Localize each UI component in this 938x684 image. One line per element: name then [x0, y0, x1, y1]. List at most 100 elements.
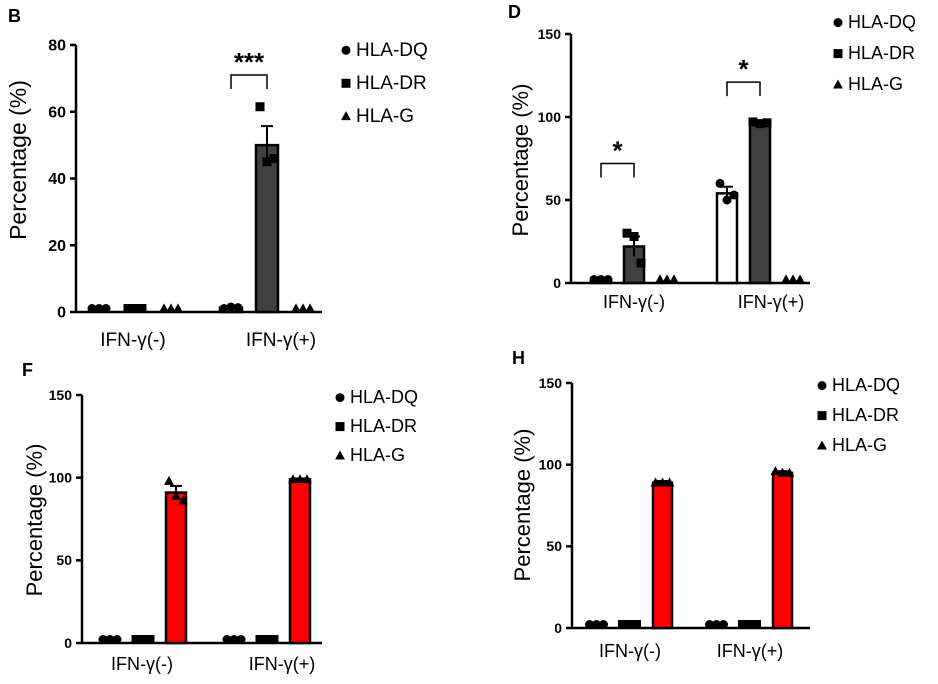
- data-point-hla-dr: [255, 102, 265, 112]
- y-tick-label: 40: [48, 171, 66, 188]
- panel-label: F: [22, 360, 33, 380]
- bar-hla-g: [651, 481, 674, 630]
- y-tick-label: 100: [539, 457, 563, 473]
- data-point-hla-dr: [745, 620, 754, 629]
- data-point-hla-g: [657, 477, 668, 487]
- legend-marker-hla-dq: [341, 45, 351, 55]
- data-point-hla-g: [669, 274, 679, 284]
- legend-marker-hla-dq: [833, 18, 843, 28]
- data-point-hla-dr: [762, 118, 772, 128]
- data-point-hla-dr: [755, 119, 765, 129]
- data-point-hla-dr: [262, 635, 272, 644]
- data-point-hla-dr: [131, 635, 141, 644]
- data-point-hla-g: [770, 466, 781, 476]
- data-point-hla-g: [777, 467, 788, 477]
- legend-marker-hla-g: [817, 440, 827, 450]
- y-tick-label: 50: [545, 192, 561, 208]
- y-axis-label: Percentage (%): [5, 80, 31, 240]
- data-point-hla-dq: [705, 620, 714, 629]
- legend-marker-hla-dr: [817, 411, 827, 421]
- y-tick-label: 20: [48, 238, 66, 255]
- bar-hla-g: [771, 471, 794, 630]
- significance-label: ***: [234, 47, 265, 77]
- data-point-hla-g: [655, 274, 665, 284]
- legend-marker-hla-g: [341, 111, 351, 121]
- data-point-hla-dr: [632, 620, 641, 629]
- legend-label: HLA-DR: [356, 73, 427, 94]
- data-point-hla-dq: [101, 304, 111, 313]
- legend-label: HLA-DR: [848, 43, 915, 63]
- legend-label: HLA-G: [350, 445, 405, 465]
- data-point-hla-g: [178, 495, 188, 505]
- data-point-hla-dr: [145, 635, 155, 644]
- data-point-hla-dr: [629, 232, 639, 242]
- y-axis-label: Percentage (%): [508, 84, 533, 237]
- panel-label: B: [8, 6, 21, 26]
- significance-label: *: [612, 135, 623, 165]
- data-point-hla-dq: [589, 275, 599, 284]
- data-point-hla-g: [795, 274, 805, 284]
- data-point-hla-dr: [123, 304, 133, 313]
- data-point-hla-dq: [105, 635, 115, 644]
- data-point-hla-dq: [592, 620, 601, 629]
- data-point-hla-dr: [137, 304, 147, 313]
- data-point-hla-dr: [269, 153, 279, 163]
- panel-label: H: [512, 348, 525, 368]
- data-point-hla-dq: [219, 304, 229, 313]
- category-label: IFN-γ(-): [100, 330, 165, 351]
- data-point-hla-g: [164, 475, 174, 485]
- legend-marker-hla-dq: [335, 393, 345, 403]
- data-point-hla-dr: [618, 620, 627, 629]
- data-point-hla-g: [159, 303, 169, 313]
- y-tick-label: 50: [546, 538, 562, 554]
- data-point-hla-dr: [255, 635, 265, 644]
- data-point-hla-g: [784, 467, 795, 477]
- panel-label: D: [508, 2, 521, 22]
- y-tick-label: 60: [48, 104, 66, 121]
- legend-marker-hla-g: [833, 79, 843, 89]
- legend-label: HLA-G: [848, 74, 903, 94]
- data-point-hla-dr: [752, 620, 761, 629]
- data-point-hla-g: [650, 477, 661, 487]
- data-point-hla-g: [173, 303, 183, 313]
- y-tick-label: 150: [539, 375, 563, 391]
- data-point-hla-g: [662, 274, 672, 284]
- legend-label: HLA-DQ: [350, 387, 418, 407]
- y-tick-label: 100: [49, 470, 73, 486]
- legend: HLA-DQ HLA-DR HLA-G: [817, 375, 900, 455]
- data-point-hla-dq: [599, 620, 608, 629]
- data-point-hla-g: [302, 474, 312, 484]
- category-label: IFN-γ(-): [603, 292, 665, 312]
- legend: HLA-DQ HLA-DR HLA-G: [833, 12, 916, 94]
- legend-marker-hla-dq: [817, 381, 827, 391]
- data-point-hla-g: [295, 474, 305, 484]
- data-point-hla-dr: [636, 258, 646, 268]
- data-point-hla-dq: [596, 275, 606, 284]
- legend-label: HLA-G: [832, 435, 887, 455]
- legend-label: HLA-G: [356, 106, 414, 127]
- data-point-hla-dq: [98, 635, 108, 644]
- data-point-hla-dq: [229, 635, 239, 644]
- data-point-hla-dr: [130, 304, 140, 313]
- data-point-hla-dr: [262, 157, 272, 167]
- chart-panel-d: D 0 50 100 150 Percentage (%) IFN-γ(-) IFN-γ(+)…: [508, 2, 916, 312]
- data-point-hla-dq: [226, 302, 236, 312]
- legend-marker-hla-dr: [341, 78, 351, 88]
- y-tick-label: 150: [538, 26, 562, 42]
- legend-label: HLA-DQ: [848, 12, 916, 32]
- category-label: IFN-γ(+): [738, 292, 805, 312]
- data-point-hla-dq: [729, 190, 739, 200]
- y-tick-label: 0: [57, 305, 66, 322]
- chart-panel-b: B 0 20 40 60 80 Percentage (%) IFN-γ(-) IFN-γ(+)…: [5, 6, 428, 351]
- legend-label: HLA-DR: [832, 405, 899, 425]
- data-point-hla-g: [664, 477, 675, 487]
- significance-bracket: [600, 162, 635, 178]
- y-axis-label: Percentage (%): [510, 429, 535, 582]
- category-label: IFN-γ(-): [111, 654, 173, 674]
- legend: HLA-DQ HLA-DR HLA-G: [335, 387, 418, 465]
- y-tick-label: 50: [56, 552, 72, 568]
- data-point-hla-dr: [738, 620, 747, 629]
- data-point-hla-g: [166, 303, 176, 313]
- data-point-hla-g: [305, 303, 315, 313]
